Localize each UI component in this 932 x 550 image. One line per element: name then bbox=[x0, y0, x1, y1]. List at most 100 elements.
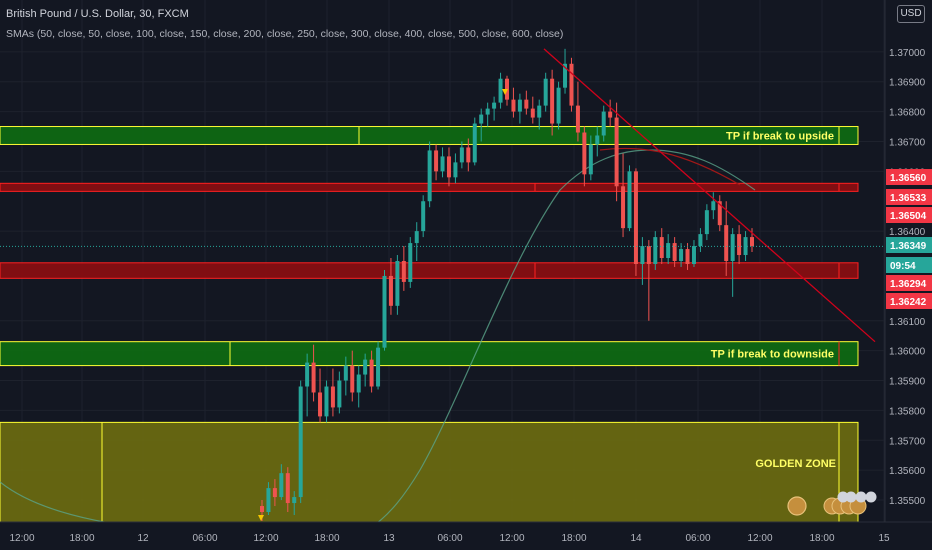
candle-bull bbox=[337, 380, 342, 408]
x-tick-label: 18:00 bbox=[561, 533, 586, 544]
candle-bear bbox=[311, 362, 316, 393]
candle-bear bbox=[530, 108, 535, 118]
event-badge-icon bbox=[787, 496, 807, 516]
y-tick-label: 1.37000 bbox=[889, 48, 926, 59]
candle-bull bbox=[492, 102, 497, 109]
price-tag bbox=[886, 237, 932, 253]
candle-bull bbox=[324, 386, 329, 417]
candle-bull bbox=[691, 246, 696, 264]
candle-bear bbox=[608, 111, 613, 118]
candle-bear bbox=[318, 392, 323, 417]
price-tag-label: 1.36294 bbox=[890, 279, 927, 290]
price-tag bbox=[886, 189, 932, 205]
candle-bear bbox=[614, 117, 619, 187]
candle-bull bbox=[653, 237, 658, 264]
x-tick-label: 12 bbox=[137, 533, 149, 544]
x-tick-label: 12:00 bbox=[499, 533, 524, 544]
currency-button[interactable]: USD bbox=[897, 5, 925, 23]
x-tick-label: 06:00 bbox=[685, 533, 710, 544]
candle-bull bbox=[679, 249, 684, 261]
candle-bull bbox=[704, 210, 709, 235]
candle-bull bbox=[563, 63, 568, 88]
candle-bull bbox=[298, 386, 303, 498]
candle-bull bbox=[382, 275, 387, 348]
y-tick-label: 1.36800 bbox=[889, 108, 926, 119]
candle-bull bbox=[743, 237, 748, 256]
candle-bear bbox=[350, 365, 355, 393]
candle-bear bbox=[569, 63, 574, 106]
price-tag-label: 1.36504 bbox=[890, 211, 927, 222]
candle-bear bbox=[466, 147, 471, 163]
candle-bear bbox=[434, 150, 439, 172]
candle-bear bbox=[575, 105, 580, 133]
candle-bull bbox=[459, 147, 464, 163]
zone-gold-4 bbox=[0, 421, 859, 523]
candle-bull bbox=[517, 99, 522, 112]
zone-green-3 bbox=[0, 341, 859, 367]
candle-bear bbox=[717, 201, 722, 226]
candle-bull bbox=[356, 374, 361, 393]
price-tag-label: 1.36533 bbox=[890, 193, 927, 204]
trendline bbox=[543, 48, 876, 343]
candle-bull bbox=[440, 156, 445, 172]
candle-bear bbox=[260, 506, 264, 513]
candle-bull bbox=[498, 78, 503, 103]
zone-label: TP if break to downside bbox=[711, 349, 834, 361]
candle-bull bbox=[730, 234, 735, 261]
candle-bull bbox=[408, 243, 413, 282]
candle-bear bbox=[633, 171, 638, 264]
zone-label: TP if break to upside bbox=[726, 130, 834, 142]
candle-bear bbox=[285, 473, 290, 504]
candle-bull bbox=[698, 234, 703, 247]
candle-bull bbox=[601, 111, 606, 136]
candle-bear bbox=[511, 99, 516, 112]
candle-bull bbox=[479, 114, 484, 124]
y-tick-label: 1.35600 bbox=[889, 466, 926, 477]
candle-bear bbox=[659, 237, 664, 259]
candle-bull bbox=[266, 488, 271, 513]
candle-bull bbox=[363, 359, 368, 375]
x-tick-label: 18:00 bbox=[69, 533, 94, 544]
x-tick-label: 18:00 bbox=[314, 533, 339, 544]
candle-bull bbox=[427, 150, 432, 202]
candle-bull bbox=[279, 473, 284, 498]
candle-bear bbox=[524, 99, 529, 109]
event-count-badge bbox=[837, 491, 849, 503]
sma-line-red bbox=[599, 147, 741, 186]
candle-bear bbox=[446, 156, 451, 178]
candle-bear bbox=[737, 234, 742, 256]
y-tick-label: 1.36400 bbox=[889, 227, 926, 238]
x-tick-label: 06:00 bbox=[192, 533, 217, 544]
price-tag bbox=[886, 257, 932, 273]
x-tick-label: 06:00 bbox=[437, 533, 462, 544]
y-tick-label: 1.35700 bbox=[889, 436, 926, 447]
x-tick-label: 12:00 bbox=[9, 533, 34, 544]
candle-bear bbox=[401, 261, 406, 282]
candle-bull bbox=[666, 243, 671, 259]
marker-triangle bbox=[258, 515, 264, 521]
price-tag-label: 1.36349 bbox=[890, 241, 927, 252]
candle-bull bbox=[395, 261, 400, 306]
candle-bull bbox=[343, 365, 348, 381]
candle-bear bbox=[750, 237, 754, 247]
candle-bull bbox=[640, 246, 645, 264]
price-tag-label: 1.36242 bbox=[890, 297, 927, 308]
price-tag-label: 09:54 bbox=[890, 261, 916, 272]
candle-bull bbox=[376, 347, 381, 387]
candle-bull bbox=[595, 135, 600, 145]
candle-bear bbox=[672, 243, 677, 261]
candle-bull bbox=[485, 108, 490, 115]
x-tick-label: 15 bbox=[878, 533, 890, 544]
event-count-badge bbox=[845, 491, 857, 503]
candle-bear bbox=[388, 275, 393, 306]
y-tick-label: 1.36900 bbox=[889, 78, 926, 89]
x-tick-label: 18:00 bbox=[809, 533, 834, 544]
y-tick-label: 1.36000 bbox=[889, 347, 926, 358]
candle-bull bbox=[543, 78, 548, 106]
x-tick-label: 13 bbox=[383, 533, 395, 544]
candle-bear bbox=[582, 132, 587, 175]
event-count-badge bbox=[855, 491, 867, 503]
zone-label: GOLDEN ZONE bbox=[755, 458, 836, 470]
candle-bear bbox=[369, 359, 374, 387]
